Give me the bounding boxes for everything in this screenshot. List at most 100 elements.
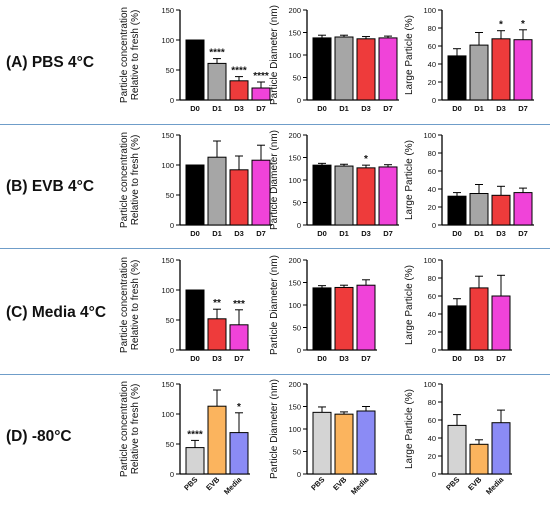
y-axis-label: Large Particle (%) xyxy=(404,140,415,220)
bar-d3 xyxy=(491,194,511,226)
bar-d7 xyxy=(491,295,511,351)
row-divider xyxy=(0,248,550,249)
bar-d3 xyxy=(207,318,227,351)
y-axis-label: Relative to fresh (%) xyxy=(130,260,141,351)
row-divider xyxy=(0,374,550,375)
y-tick-label: 200 xyxy=(288,6,301,15)
x-tick-label: D0 xyxy=(190,229,200,238)
row-label-d: (D) -80°C xyxy=(6,428,72,445)
y-tick-label: 100 xyxy=(423,131,436,140)
y-tick-label: 0 xyxy=(432,96,436,105)
bar-d3 xyxy=(356,38,376,101)
bar-pbs xyxy=(185,447,205,475)
y-tick-label: 100 xyxy=(288,301,301,310)
y-tick-label: 150 xyxy=(161,256,174,265)
x-tick-label: D0 xyxy=(452,104,462,113)
y-tick-label: 0 xyxy=(297,96,301,105)
bar-d3 xyxy=(334,286,354,351)
y-axis-label: Large Particle (%) xyxy=(404,15,415,95)
bar-d7 xyxy=(513,192,533,226)
x-tick-label: D7 xyxy=(518,104,528,113)
x-tick-label: PBS xyxy=(309,475,326,492)
y-tick-label: 50 xyxy=(166,440,174,449)
bar-d3 xyxy=(229,169,249,226)
y-tick-label: 100 xyxy=(423,256,436,265)
y-tick-label: 0 xyxy=(170,221,174,230)
bar-d0 xyxy=(312,37,332,101)
significance-label: * xyxy=(499,20,503,31)
row-label-c: (C) Media 4°C xyxy=(6,304,107,321)
x-tick-label: Media xyxy=(484,474,506,496)
y-axis-label: Particle concentration xyxy=(119,7,130,103)
significance-label: **** xyxy=(187,429,203,440)
significance-label: * xyxy=(237,402,241,413)
y-tick-label: 50 xyxy=(166,191,174,200)
y-axis-label: Large Particle (%) xyxy=(404,265,415,345)
y-tick-label: 150 xyxy=(288,403,301,412)
y-tick-label: 50 xyxy=(293,74,301,83)
y-tick-label: 200 xyxy=(288,256,301,265)
significance-label: *** xyxy=(233,299,245,310)
x-tick-label: D0 xyxy=(452,354,462,363)
x-tick-label: D1 xyxy=(212,229,222,238)
y-axis-label: Particle Diameter (nm) xyxy=(269,5,280,105)
y-tick-label: 60 xyxy=(428,292,436,301)
x-tick-label: D3 xyxy=(234,104,244,113)
bar-d1 xyxy=(469,44,489,101)
y-tick-label: 20 xyxy=(428,203,436,212)
y-tick-label: 150 xyxy=(288,154,301,163)
y-tick-label: 200 xyxy=(288,380,301,389)
y-axis-label: Relative to fresh (%) xyxy=(130,384,141,475)
x-tick-label: Media xyxy=(349,474,371,496)
x-tick-label: D1 xyxy=(474,104,484,113)
bar-media xyxy=(229,432,249,475)
bar-d7 xyxy=(251,159,271,226)
x-tick-label: D1 xyxy=(339,229,349,238)
bar-d0 xyxy=(312,164,332,226)
y-tick-label: 50 xyxy=(166,316,174,325)
y-axis-label: Particle concentration xyxy=(119,132,130,228)
x-tick-label: D0 xyxy=(317,229,327,238)
x-tick-label: Media xyxy=(222,474,244,496)
x-tick-label: D3 xyxy=(496,104,506,113)
bar-d7 xyxy=(251,87,271,101)
row-divider xyxy=(0,124,550,125)
y-tick-label: 0 xyxy=(170,470,174,479)
bar-d1 xyxy=(334,36,354,101)
y-tick-label: 100 xyxy=(288,425,301,434)
bar-evb xyxy=(469,443,489,475)
y-tick-label: 0 xyxy=(297,470,301,479)
bar-d3 xyxy=(229,80,249,101)
bar-d3 xyxy=(356,167,376,226)
y-axis-label: Particle concentration xyxy=(119,381,130,477)
y-tick-label: 20 xyxy=(428,78,436,87)
y-tick-label: 20 xyxy=(428,452,436,461)
y-tick-label: 100 xyxy=(423,6,436,15)
x-tick-label: D7 xyxy=(496,354,506,363)
y-axis-label: Particle concentration xyxy=(119,257,130,353)
significance-label: * xyxy=(521,19,525,30)
x-tick-label: D0 xyxy=(190,354,200,363)
x-tick-label: D7 xyxy=(234,354,244,363)
x-tick-label: D7 xyxy=(361,354,371,363)
row-label-b: (B) EVB 4°C xyxy=(6,178,95,195)
bar-d0 xyxy=(447,195,467,226)
y-tick-label: 0 xyxy=(432,346,436,355)
y-axis-label: Relative to fresh (%) xyxy=(130,135,141,226)
y-tick-label: 40 xyxy=(428,60,436,69)
x-tick-label: D7 xyxy=(383,104,393,113)
y-axis-label: Particle Diameter (nm) xyxy=(269,379,280,479)
y-tick-label: 100 xyxy=(161,286,174,295)
significance-label: **** xyxy=(231,66,247,77)
bar-d7 xyxy=(378,166,398,226)
y-tick-label: 20 xyxy=(428,328,436,337)
y-tick-label: 0 xyxy=(170,346,174,355)
bar-evb xyxy=(334,413,354,475)
y-tick-label: 0 xyxy=(297,346,301,355)
y-tick-label: 80 xyxy=(428,398,436,407)
significance-label: ** xyxy=(213,298,221,309)
bar-evb xyxy=(207,405,227,475)
x-tick-label: EVB xyxy=(331,475,349,493)
y-tick-label: 0 xyxy=(432,221,436,230)
significance-label: * xyxy=(364,154,368,165)
